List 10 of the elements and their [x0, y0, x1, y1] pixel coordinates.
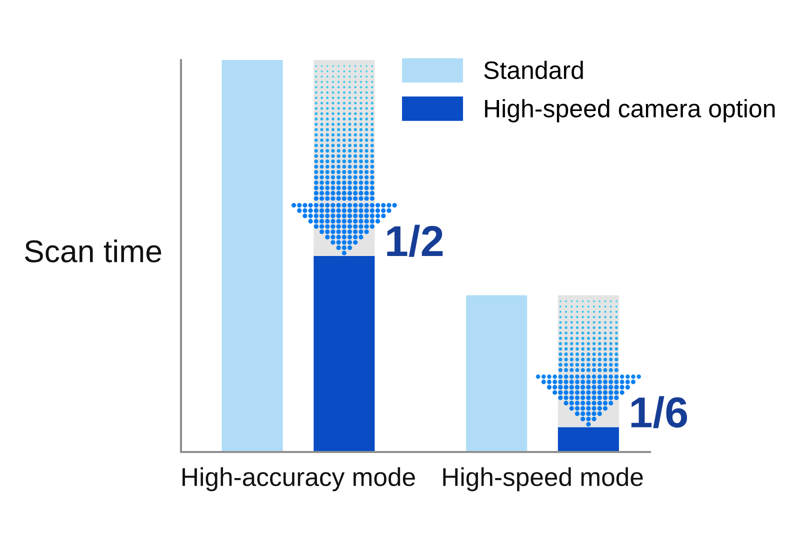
bar	[222, 60, 283, 452]
legend-label: High-speed camera option	[485, 99, 775, 122]
y-axis-title: Scan time	[24, 239, 162, 262]
legend-label: Standard	[484, 60, 583, 80]
bar	[466, 295, 528, 452]
annotation: 1/2	[387, 224, 443, 257]
annotation: 1/6	[631, 396, 688, 428]
bar	[558, 427, 619, 452]
x-tick-label: High-speed mode	[443, 467, 643, 492]
x-tick-label: High-accuracy mode	[182, 467, 415, 492]
